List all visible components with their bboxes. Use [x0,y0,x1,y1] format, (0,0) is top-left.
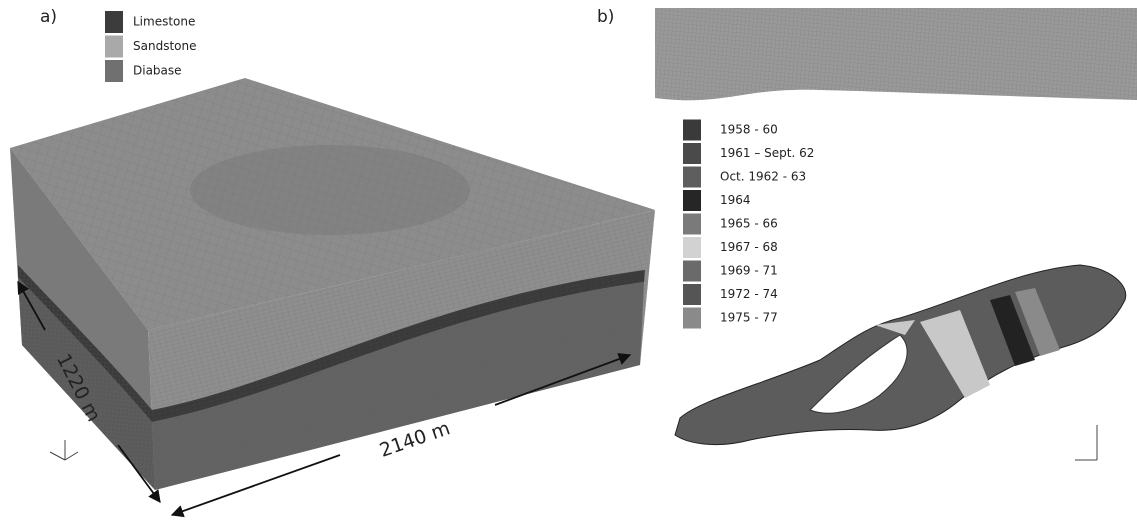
legend-swatch [105,36,123,58]
legend-label: 1969 - 71 [720,264,778,278]
panel-label: b) [597,7,614,27]
legend-label: Oct. 1962 - 63 [720,170,806,184]
legend-label: 1958 - 60 [720,123,778,137]
legend: Limestone Sandstone Diabase [105,11,196,82]
axis-triad [1075,425,1097,460]
legend-label: 1965 - 66 [720,217,778,231]
panel-label: a) [40,7,57,27]
legend-swatch [683,237,701,258]
figure: a) LimestoneSandstoneDiabase 1220 m 2140… [0,0,1137,521]
legend-swatch [683,120,701,141]
legend-swatch [683,143,701,164]
legend-swatch [683,214,701,235]
axis-triad [50,440,78,460]
top-relief [190,145,470,235]
legend-swatch [105,11,123,33]
legend-swatch [683,284,701,305]
legend-swatch [683,167,701,188]
legend-label: Sandstone [133,39,196,53]
legend-swatch [683,308,701,329]
panel-b: b) 1958 - 60 1961 – Sept. 62 Oct. 1962 - 6… [597,7,1137,460]
surface-mesh-lines [655,8,1137,100]
legend-label: 1972 - 74 [720,287,778,301]
legend-label: 1975 - 77 [720,311,778,325]
legend-label: 1961 – Sept. 62 [720,146,814,160]
legend: 1958 - 60 1961 – Sept. 62 Oct. 1962 - 63 19… [683,120,814,329]
legend-swatch [105,60,123,82]
legend-label: Limestone [133,15,195,29]
legend-swatch [683,190,701,211]
legend-swatch [683,261,701,282]
legend-label: 1964 [720,193,751,207]
legend-label: Diabase [133,64,182,78]
legend-label: 1967 - 68 [720,240,778,254]
